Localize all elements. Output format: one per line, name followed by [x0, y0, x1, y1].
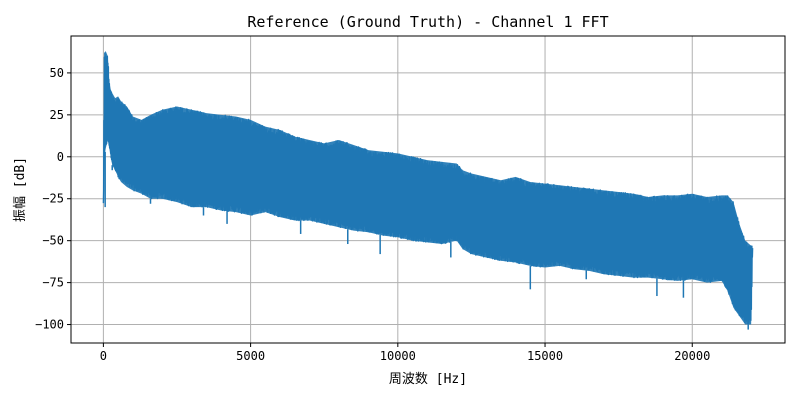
y-tick-label: −50 [42, 234, 64, 248]
x-axis-label: 周波数 [Hz] [389, 372, 467, 387]
x-tick-label: 5000 [236, 349, 265, 363]
y-tick-label: 50 [50, 66, 64, 80]
x-tick-label: 0 [100, 349, 107, 363]
y-tick-label: −100 [35, 318, 64, 332]
axis-ticks: 0 5000 10000 15000 20000 −100 −75 −50 −25 0 25 50 [35, 66, 710, 363]
y-tick-label: −25 [42, 192, 64, 206]
y-tick-label: 0 [57, 150, 64, 164]
x-tick-label: 20000 [674, 349, 710, 363]
plot-frame [70, 35, 786, 344]
chart-title: Reference (Ground Truth) - Channel 1 FFT [247, 13, 608, 31]
x-tick-label: 15000 [527, 349, 563, 363]
x-tick-label: 10000 [380, 349, 416, 363]
y-tick-label: 25 [50, 108, 64, 122]
y-axis-label: 振幅 [dB] [13, 157, 28, 222]
y-tick-label: −75 [42, 276, 64, 290]
spectrum-series [102, 51, 754, 330]
spectrum-band [103, 51, 753, 325]
